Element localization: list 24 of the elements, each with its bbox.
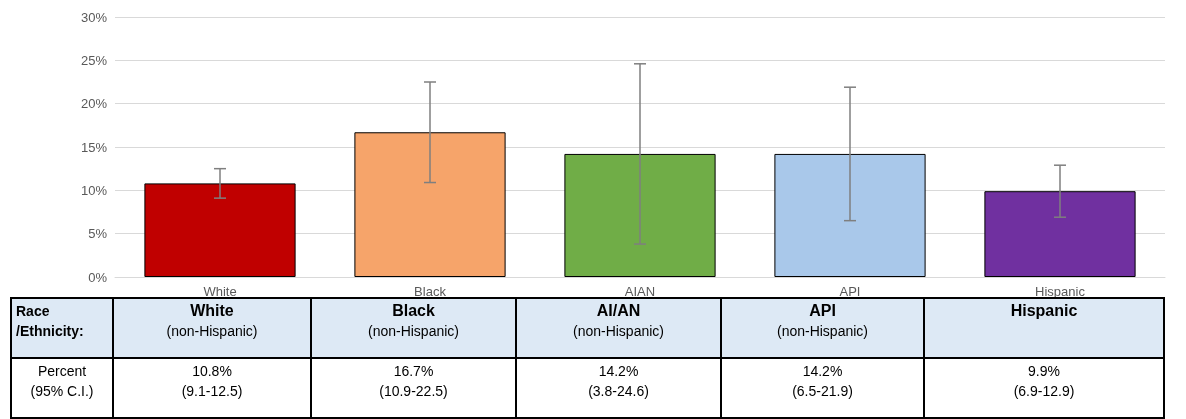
data-label: 16.7% (10.9-22.5) bbox=[378, 362, 449, 401]
text: AI/AN (non-Hispanic) bbox=[571, 301, 665, 341]
x-tick-label: API bbox=[839, 284, 861, 299]
y-tick-label: 25% bbox=[80, 52, 108, 68]
x-tick-label: Hispanic bbox=[1035, 284, 1086, 299]
text: Black (non-Hispanic) bbox=[366, 301, 460, 341]
y-tick-label: 30% bbox=[80, 9, 108, 25]
y-tick-label: 0% bbox=[88, 269, 108, 285]
data-label: 9.9% (6.9-12.9) bbox=[1012, 362, 1076, 401]
data-label: 10.8% (9.1-12.5) bbox=[180, 362, 244, 401]
x-tick-label: White bbox=[203, 284, 237, 299]
text: Hispanic bbox=[1009, 301, 1079, 321]
y-tick-label: 20% bbox=[80, 96, 108, 112]
text: Race /Ethnicity: bbox=[16, 302, 85, 341]
x-tick-label: AIAN bbox=[624, 284, 656, 299]
data-label: 14.2% (3.8-24.6) bbox=[587, 362, 650, 401]
text: White (non-Hispanic) bbox=[165, 301, 259, 341]
y-tick-label: 5% bbox=[88, 226, 108, 242]
y-tick-label: 15% bbox=[80, 139, 108, 155]
y-tick-label: 10% bbox=[80, 182, 108, 198]
data-label: 14.2% (6.5-21.9) bbox=[791, 362, 854, 401]
x-tick-label: Black bbox=[414, 284, 447, 299]
text: API (non-Hispanic) bbox=[775, 301, 869, 341]
text: Percent (95% C.I.) bbox=[29, 362, 95, 401]
